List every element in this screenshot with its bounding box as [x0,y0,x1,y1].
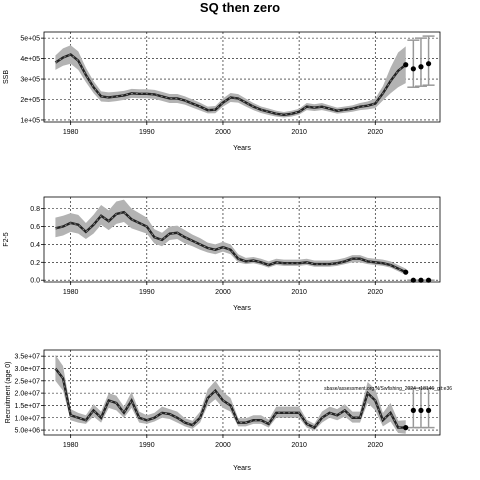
y-tick-label: 2e+05 [20,97,40,104]
y-tick-label: 5e+05 [20,36,40,43]
series-line [55,210,407,274]
y-tick-label: 2.5e+07 [15,378,41,385]
confidence-band [55,354,406,434]
y-tick-label: 1.5e+07 [15,403,41,410]
terminal-point [403,425,409,431]
x-axis-label: Years [233,305,251,312]
y-tick-label: 1e+05 [20,117,40,124]
x-axis-label: Years [233,465,251,472]
x-tick-label: 1980 [63,129,79,136]
panel-3: 1980 1990 2000 2010 2020 5.0e+06 1.0e+07 1.5e+0… [5,349,452,472]
x-tick-label: 1990 [139,442,155,449]
series-line-dash [55,368,406,429]
x-tick-label: 2000 [215,129,231,136]
x-tick-label: 1990 [139,289,155,296]
y-axis-label: SSB [3,70,10,84]
confidence-band [55,45,406,118]
x-tick-label: 1980 [63,289,79,296]
projection-point [418,277,424,283]
series-line-dash [55,54,406,116]
y-tick-label: 1.0e+07 [15,415,41,422]
x-tick-label: 2020 [367,129,383,136]
confidence-band [55,199,406,275]
x-tick-label: 2020 [367,442,383,449]
projection-point [410,407,416,413]
panels: 1980 1990 2000 2010 2020 1e+05 2e+05 3e+05 4e+05… [3,31,452,472]
y-tick-label: 3.5e+07 [15,354,41,361]
y-tick-label: 2.0e+07 [15,391,41,398]
y-tick-label: 3e+05 [20,77,40,84]
y-tick-label: 0.8 [30,206,40,213]
axis-frame [43,31,441,123]
y-tick-label: 3.0e+07 [15,366,41,373]
y-tick-label: 5.0e+06 [15,428,41,435]
y-tick-label: 0.0 [30,278,40,285]
series-line-dash [55,211,406,273]
source-annotation: sbase/assessment.org N/Swfishing_2024_r1… [324,386,452,392]
projection-point [410,66,416,72]
projection-point [418,407,424,413]
projection-point [425,277,432,283]
x-tick-label: 2020 [367,289,383,296]
x-tick-label: 2010 [291,129,307,136]
chart-title: SQ then zero [200,0,280,15]
axis-frame [43,349,441,436]
y-tick-label: 0.4 [30,242,40,249]
terminal-point [403,269,409,275]
x-tick-label: 1990 [139,129,155,136]
axis-frame [43,196,441,283]
y-tick-label: 0.6 [30,224,40,231]
y-tick-label: 0.2 [30,260,40,267]
projection-point [418,64,424,70]
terminal-point [403,62,409,68]
projection-point [410,277,416,283]
x-tick-label: 1980 [63,442,79,449]
x-tick-label: 2010 [291,442,307,449]
y-axis-label: Recruitment (age 0) [5,362,12,424]
projection-point [425,61,432,67]
panel-2: 1980 1990 2000 2010 2020 0.0 0.2 0.4 0.6 0.8 Years… [3,196,441,312]
x-tick-label: 2010 [291,289,307,296]
x-tick-label: 2000 [215,289,231,296]
panel-1: 1980 1990 2000 2010 2020 1e+05 2e+05 3e+05 4e+05… [3,31,441,152]
projection-point [425,407,432,413]
x-axis-label: Years [233,145,251,152]
y-axis-label: F2-5 [3,232,10,247]
x-tick-label: 2000 [215,442,231,449]
y-tick-label: 4e+05 [20,56,40,63]
